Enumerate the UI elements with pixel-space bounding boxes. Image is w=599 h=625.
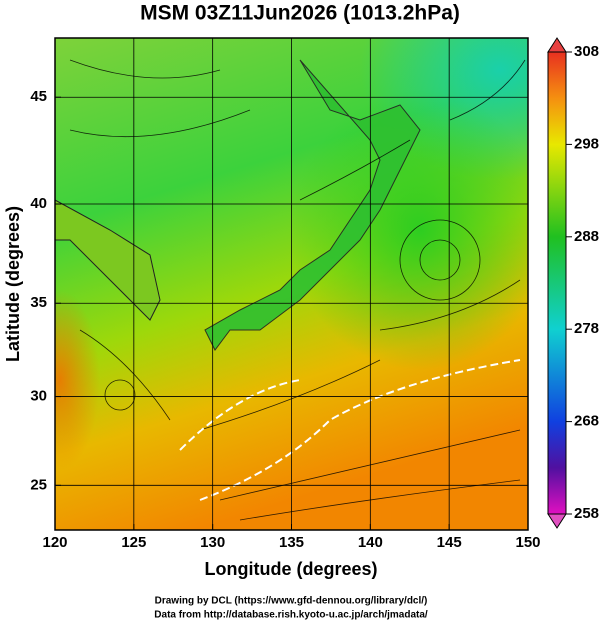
map <box>55 38 528 530</box>
x-tick-label: 150 <box>515 534 540 551</box>
y-tick-label: 45 <box>30 88 47 105</box>
x-tick-label: 125 <box>121 534 146 551</box>
x-tick-label: 130 <box>200 534 225 551</box>
colorbar-tick-label: 278 <box>574 320 599 337</box>
credit: Data from http://database.rish.kyoto-u.a… <box>154 610 428 621</box>
credit: Drawing by DCL (https://www.gfd-dennou.o… <box>155 596 428 607</box>
y-tick-label: 30 <box>30 388 47 405</box>
colorbar-extend-top <box>547 37 567 53</box>
title: MSM 03Z11Jun2026 (1013.2hPa) <box>140 2 460 25</box>
x-tick-label: 145 <box>437 534 462 551</box>
x-tick-label: 140 <box>358 534 383 551</box>
x-tick-label: 135 <box>279 534 304 551</box>
colorbar-tick-label: 288 <box>574 228 599 245</box>
y-axis-label: Latitude (degrees) <box>3 206 23 362</box>
x-tick-label: 120 <box>42 534 67 551</box>
colorbar-extend-bottom <box>547 513 567 529</box>
colorbar-tick-label: 308 <box>574 43 599 60</box>
colorbar-tick-label: 298 <box>574 135 599 152</box>
y-tick-label: 40 <box>30 195 47 212</box>
colorbar-tick-label: 258 <box>574 505 599 522</box>
colorbar <box>547 51 567 515</box>
x-axis-label: Longitude (degrees) <box>204 559 377 579</box>
colorbar-tick-label: 268 <box>574 413 599 430</box>
y-tick-label: 25 <box>30 476 47 493</box>
y-tick-label: 35 <box>30 294 47 311</box>
